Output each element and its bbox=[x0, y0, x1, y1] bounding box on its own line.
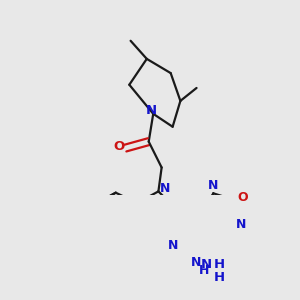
Text: N: N bbox=[146, 104, 157, 117]
Text: N: N bbox=[167, 239, 178, 252]
Text: O: O bbox=[238, 191, 248, 204]
Text: H: H bbox=[214, 271, 225, 284]
Text: N: N bbox=[191, 256, 201, 269]
Text: H: H bbox=[214, 258, 225, 271]
Text: N: N bbox=[236, 218, 247, 231]
Text: N: N bbox=[208, 179, 218, 193]
Text: H: H bbox=[199, 264, 209, 277]
Text: O: O bbox=[113, 140, 124, 153]
Text: N: N bbox=[201, 258, 212, 271]
Text: N: N bbox=[160, 182, 170, 195]
